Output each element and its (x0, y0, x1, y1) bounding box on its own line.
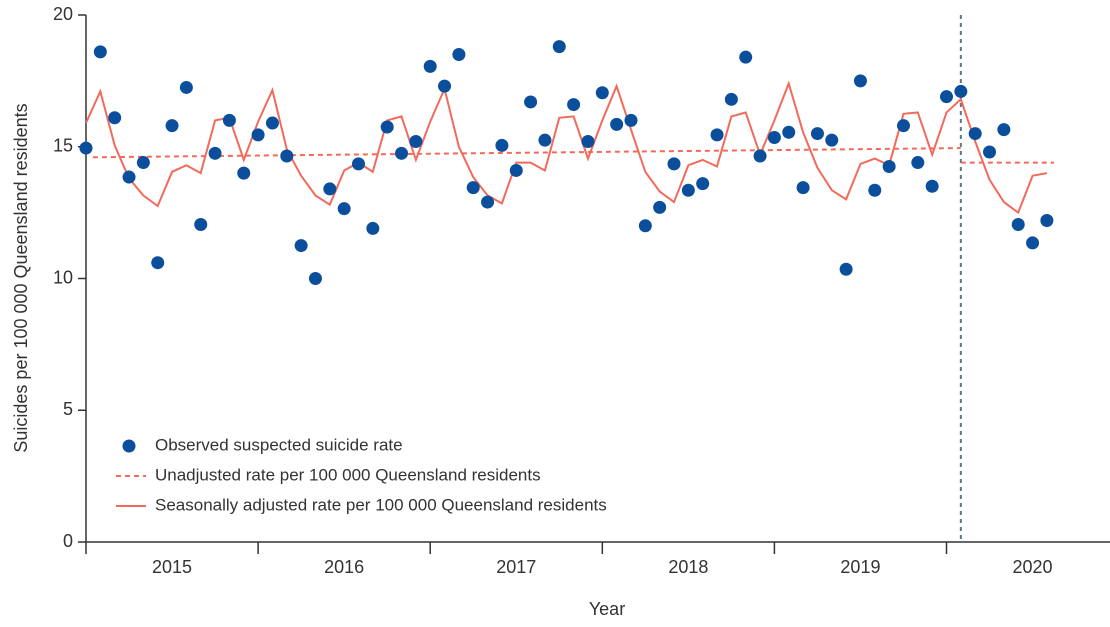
data-point (782, 125, 796, 139)
data-point (251, 128, 265, 142)
y-tick-label: 0 (63, 531, 73, 551)
data-point (940, 90, 954, 104)
data-point (1011, 217, 1025, 231)
data-point (638, 219, 652, 233)
legend-label: Seasonally adjusted rate per 100 000 Que… (155, 495, 607, 514)
data-point (265, 116, 279, 130)
x-tick-label: 2018 (668, 557, 708, 577)
y-tick-label: 5 (63, 399, 73, 419)
data-point (868, 183, 882, 197)
data-point (351, 157, 365, 171)
y-axis-label: Suicides per 100 000 Queensland resident… (11, 103, 31, 452)
data-point (1026, 236, 1040, 250)
data-point (896, 119, 910, 133)
data-point (954, 84, 968, 98)
data-point (323, 182, 337, 196)
data-point (538, 133, 552, 147)
data-point (452, 48, 466, 62)
data-point (567, 98, 581, 112)
data-point (767, 131, 781, 145)
legend-marker (122, 439, 136, 453)
data-point (810, 127, 824, 141)
data-point (968, 127, 982, 141)
data-point (466, 181, 480, 195)
data-point (552, 40, 566, 54)
data-point (438, 79, 452, 93)
data-point (853, 74, 867, 88)
data-point (495, 138, 509, 152)
data-point (595, 86, 609, 100)
y-tick-label: 10 (53, 267, 73, 287)
data-point (925, 179, 939, 193)
data-point (911, 156, 925, 170)
adjusted-line (85, 80, 1048, 215)
x-tick-label: 2016 (324, 557, 364, 577)
data-point (724, 92, 738, 106)
unadjusted-line (92, 147, 1055, 164)
y-tick-label: 20 (53, 4, 73, 24)
data-point (280, 149, 294, 163)
data-point (93, 45, 107, 59)
data-point (79, 141, 93, 155)
data-point (423, 59, 437, 73)
data-point (681, 183, 695, 197)
data-point (839, 262, 853, 276)
y-tick-label: 15 (53, 136, 73, 156)
data-point (1040, 214, 1054, 228)
data-point (481, 195, 495, 209)
data-point (308, 272, 322, 285)
data-point (882, 160, 896, 174)
data-point (294, 239, 308, 253)
data-point (796, 181, 810, 195)
data-point (366, 221, 380, 235)
legend-label: Observed suspected suicide rate (155, 435, 403, 454)
data-point (610, 117, 624, 131)
data-point (122, 170, 136, 184)
data-point (696, 177, 710, 191)
x-tick-label: 2017 (496, 557, 536, 577)
data-point (739, 50, 753, 64)
data-point (380, 120, 394, 134)
data-point (237, 166, 251, 180)
data-point (194, 217, 208, 231)
data-point (136, 156, 150, 170)
x-axis-label: Year (589, 599, 625, 619)
data-point (409, 134, 423, 148)
data-point (395, 146, 409, 160)
x-tick-label: 2019 (840, 557, 880, 577)
data-point (581, 134, 595, 148)
data-point (524, 95, 538, 109)
data-point (753, 149, 767, 163)
data-point (165, 119, 179, 133)
data-point (108, 111, 122, 125)
legend-label: Unadjusted rate per 100 000 Queensland r… (155, 465, 541, 484)
data-point (710, 128, 724, 142)
data-point (151, 256, 165, 270)
x-tick-label: 2020 (1013, 557, 1053, 577)
data-point (825, 133, 839, 147)
data-point (997, 123, 1011, 137)
data-point (624, 113, 638, 127)
data-point (509, 163, 523, 177)
data-point (337, 202, 351, 216)
data-point (667, 157, 681, 171)
data-point (179, 80, 193, 94)
data-point (208, 146, 222, 160)
data-point (222, 113, 236, 127)
x-tick-label: 2015 (152, 557, 192, 577)
data-point (653, 200, 667, 214)
data-point (983, 145, 997, 159)
